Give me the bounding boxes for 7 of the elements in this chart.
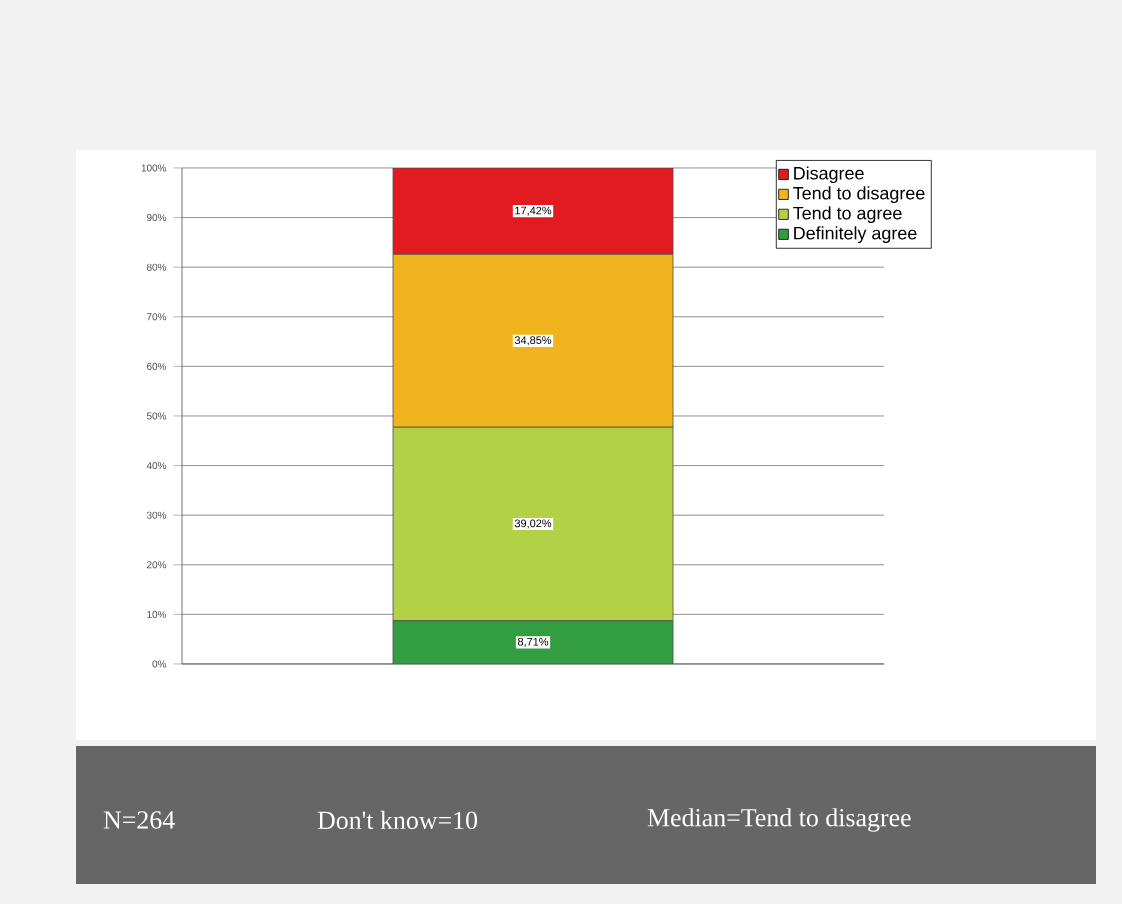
text: N=264 <box>103 811 175 829</box>
legend-label: Definitely agree <box>794 226 917 244</box>
legend-label: Tend to agree <box>793 206 902 224</box>
text: Median=Tend to disagree <box>647 808 911 832</box>
text: Don't know=10 <box>317 810 478 830</box>
legend-label: Disagree <box>794 166 864 184</box>
legend-label: Tend to disagree <box>793 186 925 204</box>
